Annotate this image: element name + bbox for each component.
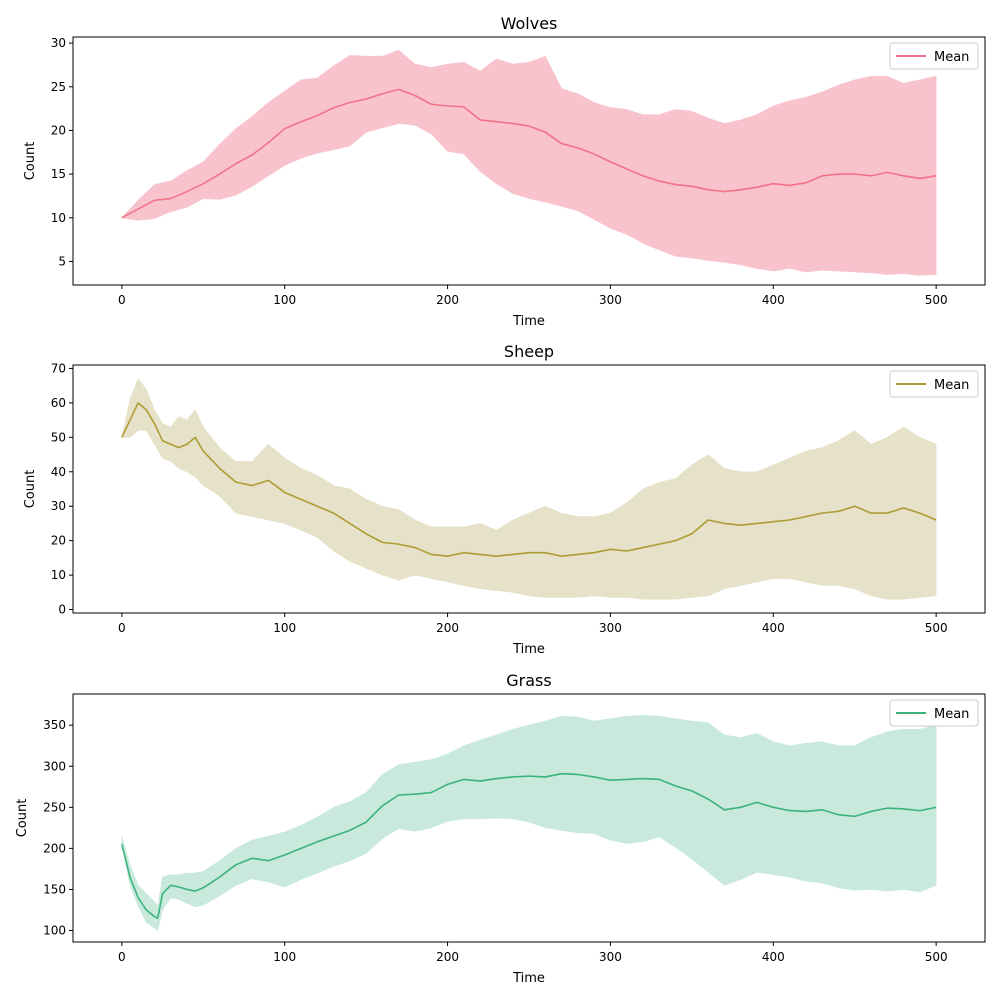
confidence-band xyxy=(121,49,937,276)
y-tick-label: 250 xyxy=(43,800,66,814)
y-tick-label: 300 xyxy=(43,759,66,773)
panel-sheep xyxy=(69,364,986,617)
x-tick-label: 500 xyxy=(925,950,948,964)
x-tick-label: 400 xyxy=(762,621,785,635)
x-tick-label: 0 xyxy=(118,950,126,964)
chart-title: Wolves xyxy=(501,14,558,33)
legend-box xyxy=(889,370,979,398)
chart-title: Sheep xyxy=(504,342,554,361)
y-axis-label: Count xyxy=(23,142,38,181)
x-tick-label: 100 xyxy=(273,293,296,307)
axes-frame xyxy=(72,36,986,286)
y-tick-label: 20 xyxy=(51,534,66,548)
x-tick-label: 400 xyxy=(762,950,785,964)
y-tick-label: 15 xyxy=(51,167,66,181)
y-tick-label: 30 xyxy=(51,36,66,50)
x-axis-label: Time xyxy=(512,314,545,329)
x-tick-label: 200 xyxy=(436,621,459,635)
x-tick-label: 400 xyxy=(762,293,785,307)
confidence-band xyxy=(121,378,937,600)
x-tick-label: 200 xyxy=(436,950,459,964)
x-tick-label: 100 xyxy=(273,950,296,964)
y-tick-label: 10 xyxy=(51,568,66,582)
x-tick-label: 300 xyxy=(599,293,622,307)
y-tick-label: 40 xyxy=(51,465,66,479)
axes-frame xyxy=(72,364,986,614)
y-tick-label: 30 xyxy=(51,499,66,513)
x-tick-label: 100 xyxy=(273,621,296,635)
y-tick-label: 25 xyxy=(51,80,66,94)
y-tick-label: 60 xyxy=(51,396,66,410)
x-tick-label: 500 xyxy=(925,621,948,635)
panel-wolves xyxy=(69,36,986,289)
y-axis-label: Count xyxy=(23,470,38,509)
y-axis-label: Count xyxy=(15,799,30,838)
axes-frame xyxy=(72,693,986,943)
y-tick-label: 70 xyxy=(51,361,66,375)
x-tick-label: 300 xyxy=(599,621,622,635)
y-tick-label: 200 xyxy=(43,841,66,855)
legend-label: Mean xyxy=(934,707,969,722)
x-tick-label: 0 xyxy=(118,293,126,307)
mean-line xyxy=(121,402,937,557)
y-tick-label: 100 xyxy=(43,924,66,938)
x-tick-label: 200 xyxy=(436,293,459,307)
confidence-band xyxy=(121,715,937,932)
y-tick-label: 150 xyxy=(43,882,66,896)
legend-label: Mean xyxy=(934,50,969,65)
y-tick-label: 5 xyxy=(58,254,66,268)
y-tick-label: 50 xyxy=(51,430,66,444)
panel-grass xyxy=(69,693,986,946)
chart-title: Grass xyxy=(506,671,551,690)
y-tick-label: 0 xyxy=(58,603,66,617)
y-tick-label: 350 xyxy=(43,718,66,732)
legend-box xyxy=(889,42,979,70)
y-tick-label: 20 xyxy=(51,123,66,137)
y-tick-label: 10 xyxy=(51,211,66,225)
x-tick-label: 500 xyxy=(925,293,948,307)
x-tick-label: 300 xyxy=(599,950,622,964)
x-tick-label: 0 xyxy=(118,621,126,635)
x-axis-label: Time xyxy=(512,642,545,657)
legend-label: Mean xyxy=(934,378,969,393)
x-axis-label: Time xyxy=(512,971,545,986)
mean-line xyxy=(121,88,937,219)
mean-line xyxy=(121,772,937,919)
legend-box xyxy=(889,699,979,727)
